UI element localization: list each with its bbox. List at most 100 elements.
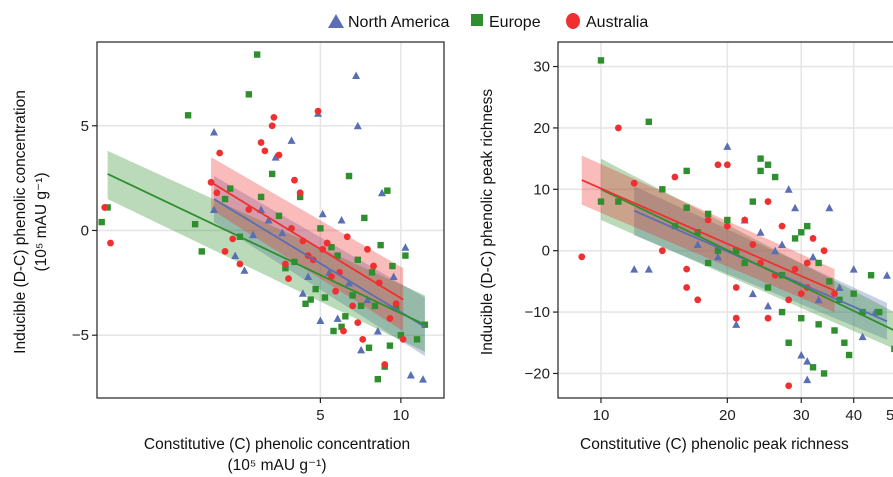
right-point-australia xyxy=(831,290,838,298)
right-fit-line-australia xyxy=(581,179,835,292)
right-point-north-america xyxy=(791,203,800,212)
right-point-australia xyxy=(630,179,638,187)
right-x-tick-label: 10 xyxy=(593,407,610,424)
right-point-europe xyxy=(785,339,792,346)
right-point-europe xyxy=(764,284,772,291)
left-point-europe xyxy=(330,327,337,335)
left-point-australia xyxy=(213,189,221,197)
left-confidence-bands xyxy=(107,150,425,357)
right-point-europe xyxy=(645,118,653,125)
right-y-tick-label: 30 xyxy=(533,59,550,76)
right-point-north-america xyxy=(764,301,773,310)
right-point-north-america xyxy=(803,375,812,384)
left-point-north-america xyxy=(363,295,372,304)
left-x-axis-title: Constitutive (C) phenolic concentration xyxy=(144,436,410,453)
right-point-europe xyxy=(804,222,811,230)
right-point-north-america xyxy=(693,240,702,249)
right-point-europe xyxy=(659,186,666,193)
left-point-australia xyxy=(296,189,304,197)
right-point-australia xyxy=(785,382,793,390)
right-point-north-america xyxy=(814,295,823,304)
left-point-europe xyxy=(368,269,376,276)
right-point-australia xyxy=(714,161,722,169)
right-point-australia xyxy=(732,314,740,322)
left-point-north-america xyxy=(401,243,410,251)
left-band-europe xyxy=(107,150,425,352)
left-ticks: 5 10 −5 0 5 xyxy=(72,118,409,424)
left-point-north-america xyxy=(210,128,219,136)
right-point-north-america xyxy=(778,240,787,249)
left-point-europe xyxy=(384,187,391,194)
left-point-europe xyxy=(98,218,105,226)
left-point-australia xyxy=(381,361,389,368)
left-fit-lines xyxy=(107,173,426,328)
left-point-australia xyxy=(101,204,109,211)
right-point-europe xyxy=(597,198,605,205)
right-point-europe xyxy=(764,161,772,168)
left-point-north-america xyxy=(304,272,313,281)
left-point-australia xyxy=(257,139,265,146)
right-x-tick-label: 50 xyxy=(886,407,893,424)
right-points xyxy=(578,57,893,390)
right-point-europe xyxy=(757,167,764,175)
right-point-europe xyxy=(841,339,848,346)
left-point-australia xyxy=(349,302,357,310)
right-point-north-america xyxy=(732,320,741,328)
left-point-europe xyxy=(184,112,192,119)
right-point-europe xyxy=(891,345,893,353)
left-point-australia xyxy=(275,151,283,159)
left-point-australia xyxy=(359,335,367,343)
left-point-north-america xyxy=(240,266,249,274)
right-point-europe xyxy=(798,229,805,236)
right-point-europe xyxy=(826,278,833,285)
right-point-australia xyxy=(764,314,772,322)
left-point-australia xyxy=(268,122,276,130)
left-point-north-america xyxy=(298,289,307,297)
right-point-australia xyxy=(764,198,772,205)
left-point-australia xyxy=(399,335,407,343)
right-point-europe xyxy=(820,370,828,377)
left-point-north-america xyxy=(264,216,273,224)
left-point-europe xyxy=(221,195,229,203)
left-fit-line-australia xyxy=(210,181,404,301)
legend-square-icon xyxy=(471,14,483,26)
right-point-north-america xyxy=(756,228,765,236)
right-point-europe xyxy=(809,364,817,371)
left-point-north-america xyxy=(271,153,280,161)
right-point-europe xyxy=(671,222,679,230)
left-point-europe xyxy=(296,193,304,201)
left-point-australia xyxy=(285,275,292,283)
right-point-europe xyxy=(831,327,838,334)
left-point-north-america xyxy=(316,316,325,325)
right-point-europe xyxy=(778,308,786,316)
right-point-europe xyxy=(597,57,605,64)
right-panel-border xyxy=(557,41,893,399)
legend-triangle-icon xyxy=(328,14,344,28)
right-point-north-america xyxy=(644,265,653,273)
right-point-australia xyxy=(614,124,622,132)
left-point-north-america xyxy=(373,326,382,335)
right-point-australia xyxy=(785,296,793,304)
left-point-europe xyxy=(227,185,234,192)
left-point-australia xyxy=(332,287,340,295)
left-point-north-america xyxy=(278,228,287,237)
left-point-europe xyxy=(253,51,261,58)
left-point-europe xyxy=(338,323,345,330)
right-point-australia xyxy=(723,222,731,230)
right-point-north-america xyxy=(713,252,722,261)
left-point-europe xyxy=(245,91,253,98)
left-point-north-america xyxy=(249,230,258,239)
left-point-australia xyxy=(354,319,362,327)
legend-entry-europe: Europe xyxy=(471,14,541,31)
left-point-australia xyxy=(340,327,347,335)
left-point-north-america xyxy=(287,136,296,144)
right-y-tick-label: 10 xyxy=(533,181,550,198)
right-point-australia xyxy=(791,265,799,273)
left-point-australia xyxy=(282,260,289,268)
left-point-australia xyxy=(261,147,269,155)
left-point-australia xyxy=(386,315,394,322)
right-point-europe xyxy=(724,216,731,224)
left-point-north-america xyxy=(389,272,398,281)
right-y-tick-label: 20 xyxy=(533,120,550,137)
left-point-europe xyxy=(321,294,329,301)
